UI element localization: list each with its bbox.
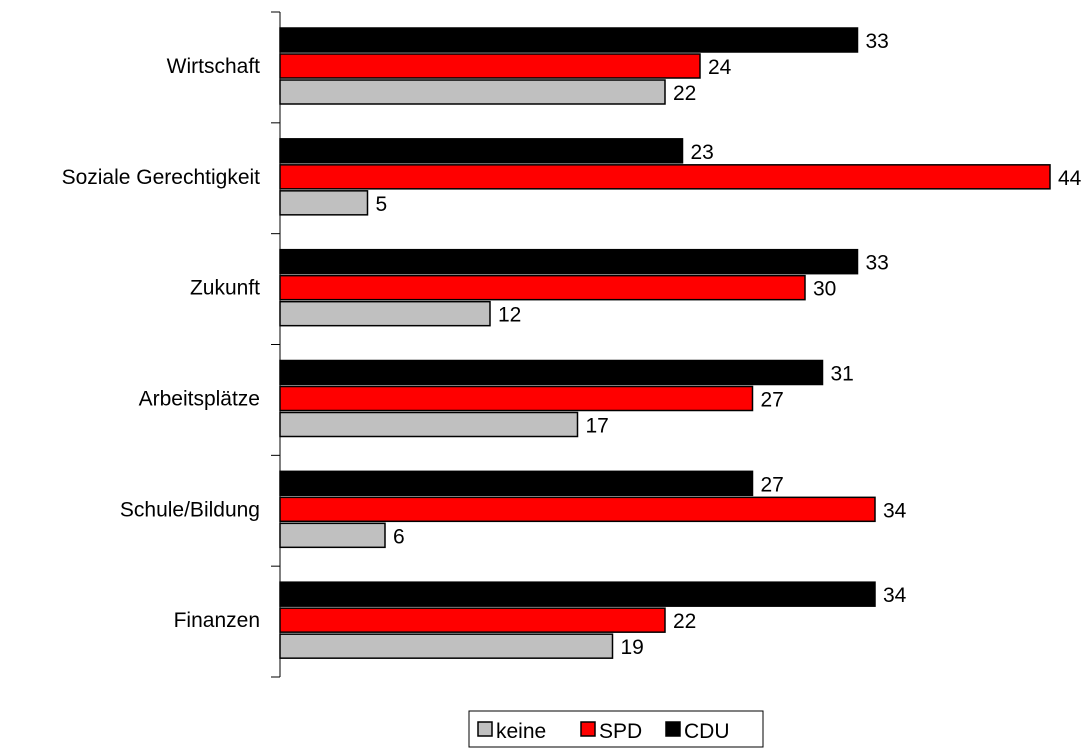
data-label: 27 — [761, 473, 784, 496]
bar-keine — [279, 411, 579, 438]
data-label: 12 — [498, 304, 521, 327]
legend: keine SPD CDU — [468, 710, 764, 748]
data-label: 33 — [866, 252, 889, 275]
data-label: 34 — [883, 584, 907, 607]
data-label: 31 — [831, 363, 854, 386]
bar-keine — [279, 633, 614, 659]
data-label: 24 — [708, 56, 732, 79]
data-label: 17 — [586, 415, 609, 438]
legend-swatch-spd — [580, 721, 596, 737]
category-label: Soziale Gerechtigkeit — [62, 166, 261, 189]
legend-label-cdu: CDU — [684, 720, 730, 743]
bar-spd — [279, 496, 876, 523]
bar-cdu — [279, 248, 859, 275]
data-label: 23 — [691, 141, 714, 164]
data-label: 30 — [813, 278, 836, 301]
bar-keine — [279, 300, 491, 327]
bars-layer — [279, 27, 1051, 659]
legend-box — [468, 710, 764, 748]
legend-swatch-cdu — [665, 721, 681, 737]
bar-cdu — [279, 470, 754, 497]
category-label: Zukunft — [190, 277, 260, 300]
bar-keine — [279, 522, 386, 549]
bar-spd — [279, 607, 666, 633]
axis-layer — [271, 11, 281, 678]
category-label: Wirtschaft — [167, 55, 261, 78]
bar-keine — [279, 79, 666, 105]
data-label: 44 — [1058, 167, 1082, 190]
bar-cdu — [279, 581, 876, 607]
bar-keine — [279, 190, 369, 216]
legend-label-keine: keine — [496, 720, 546, 743]
bar-spd — [279, 53, 701, 79]
bar-spd — [279, 274, 806, 301]
data-label: 19 — [621, 636, 644, 659]
bar-spd — [279, 385, 754, 412]
bar-cdu — [279, 27, 859, 53]
category-label: Finanzen — [174, 609, 260, 632]
category-label: Arbeitsplätze — [139, 388, 260, 411]
bar-cdu — [279, 359, 824, 386]
legend-swatch-keine — [477, 721, 493, 737]
data-label: 6 — [393, 525, 405, 548]
data-label: 22 — [673, 82, 696, 105]
labels-layer: Wirtschaft Soziale Gerechtigkeit Zukunft Ar… — [62, 30, 1082, 659]
data-label: 34 — [883, 499, 907, 522]
data-label: 22 — [673, 610, 696, 633]
data-label: 33 — [866, 30, 889, 53]
data-label: 5 — [376, 193, 388, 216]
category-label: Schule/Bildung — [120, 498, 260, 521]
data-label: 27 — [761, 389, 784, 412]
bar-cdu — [279, 138, 684, 164]
legend-label-spd: SPD — [599, 720, 642, 743]
bar-spd — [279, 164, 1051, 190]
